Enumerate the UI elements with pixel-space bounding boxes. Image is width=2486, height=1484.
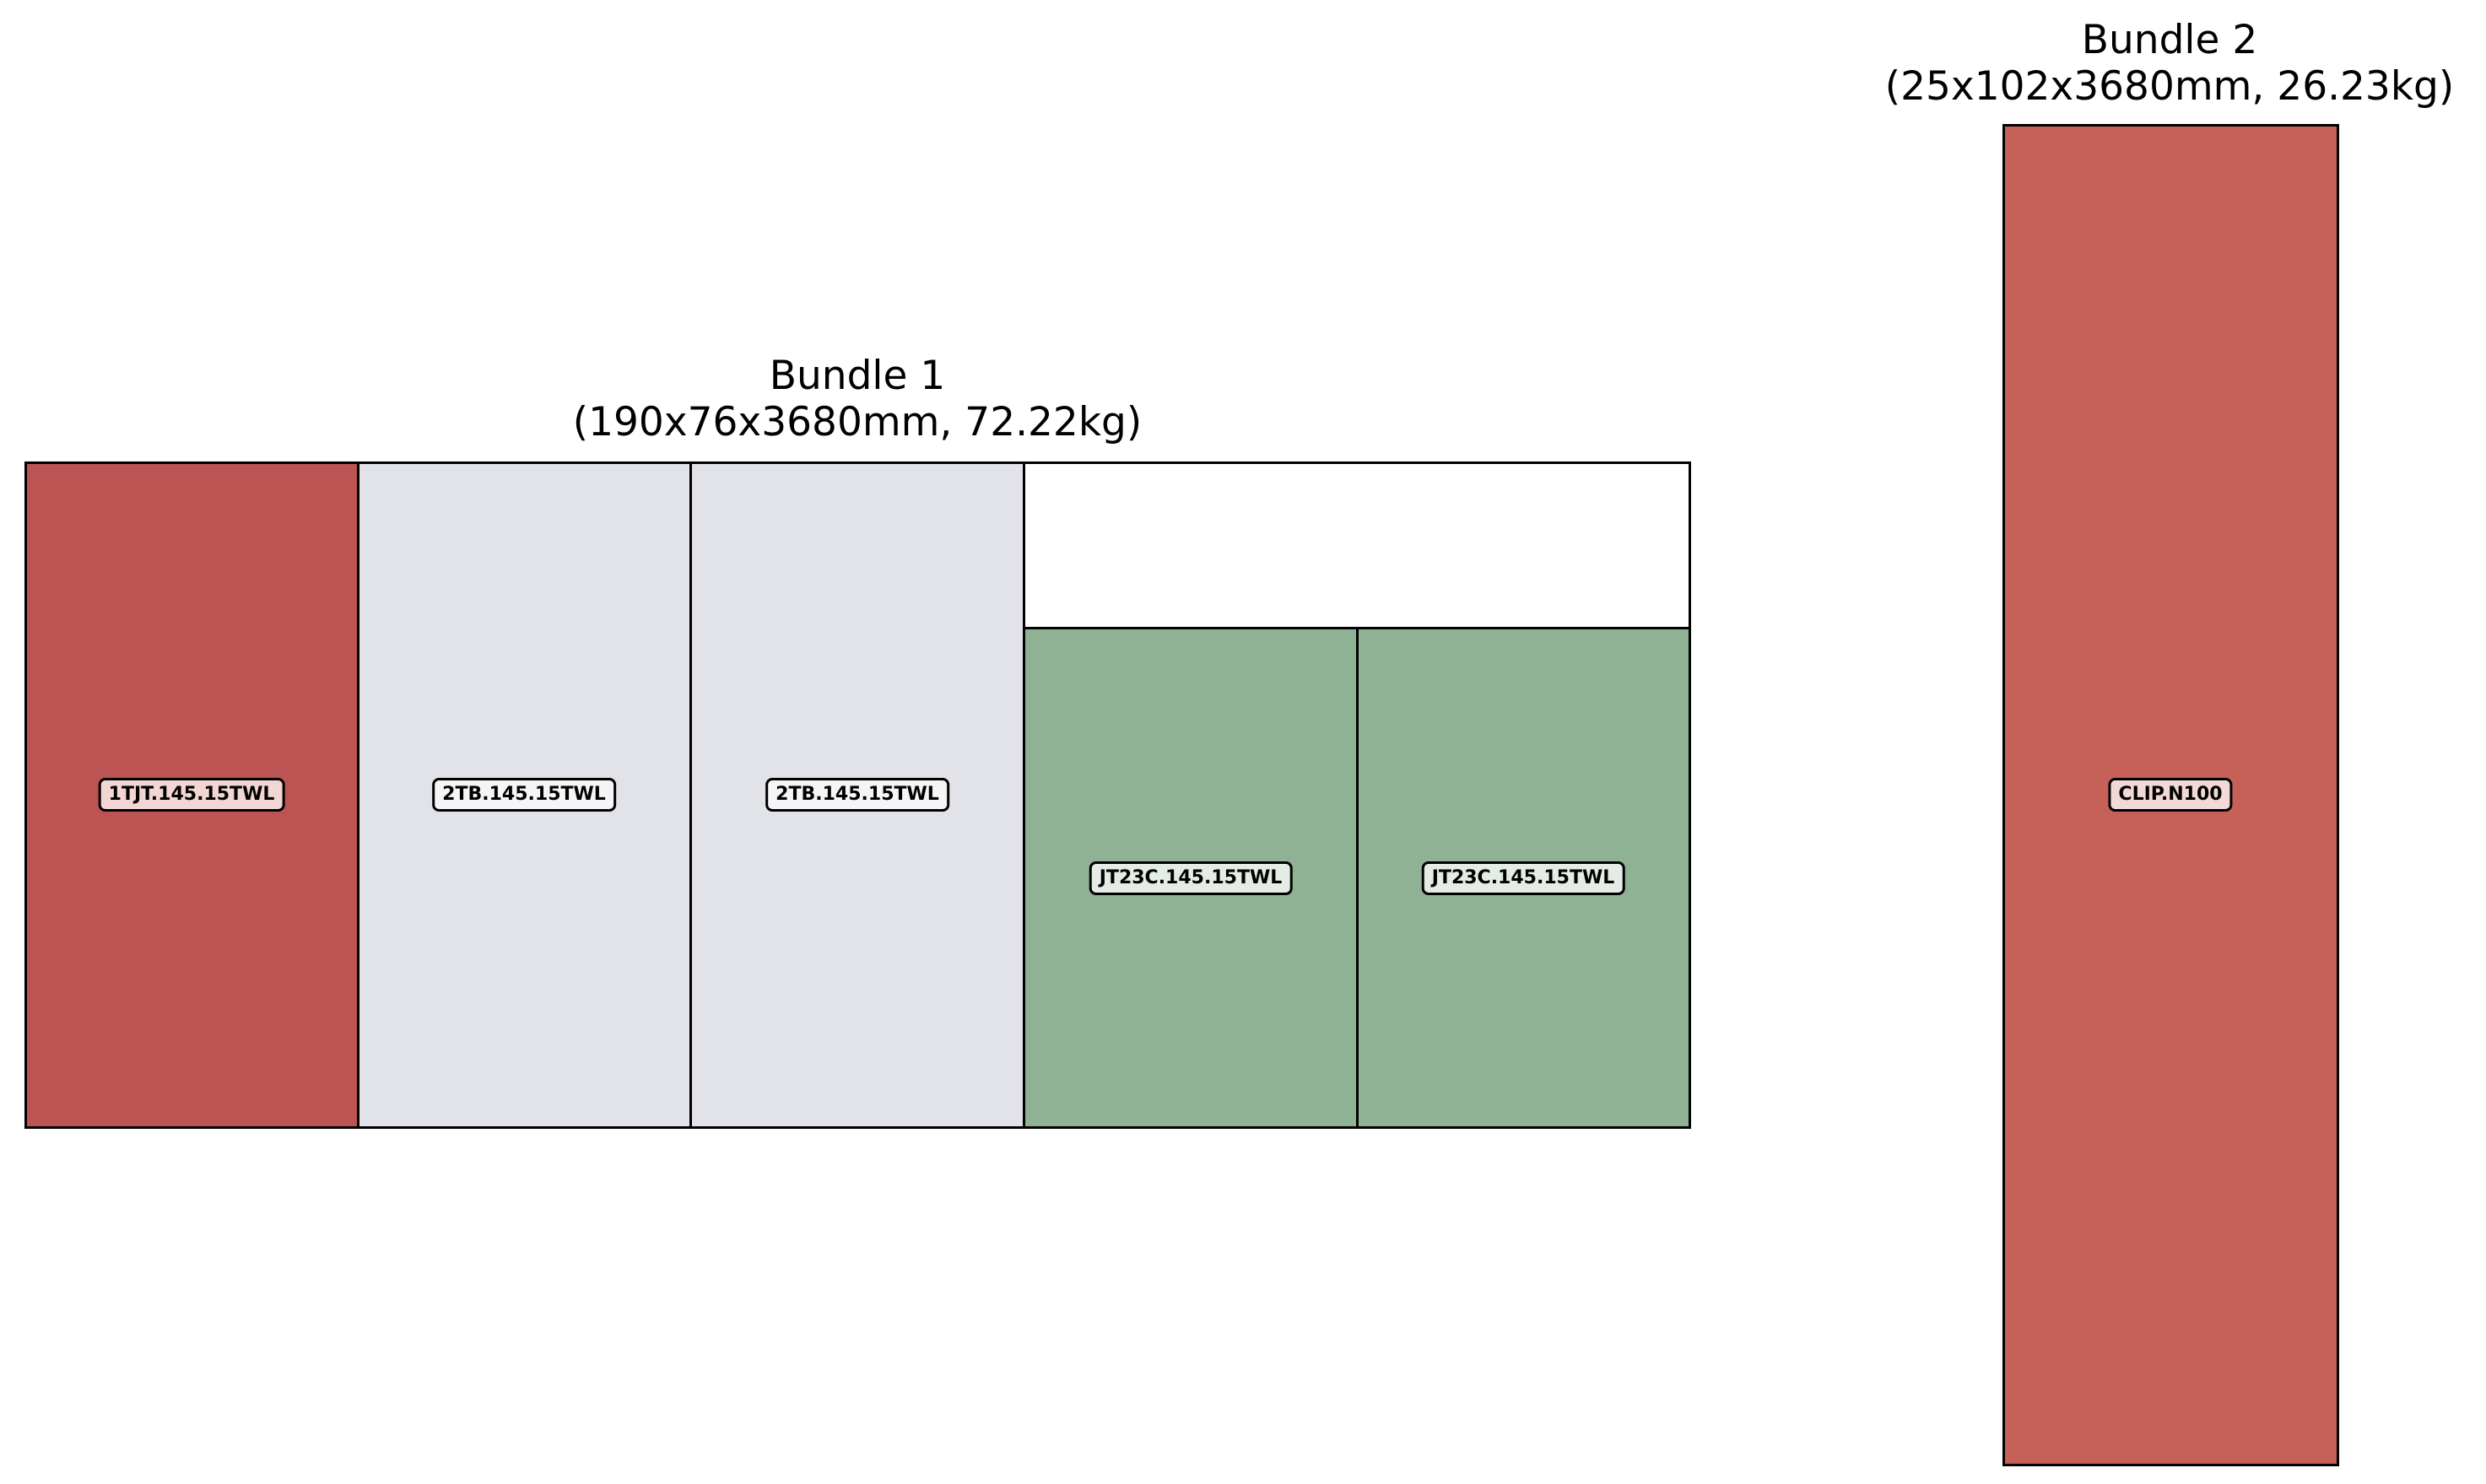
bundle-1-piece-4-label: JT23C.145.15TWL (1089, 861, 1293, 895)
bundle-1-piece-5-label: JT23C.145.15TWL (1421, 861, 1625, 895)
bundle-1-spec: (190x76x3680mm, 72.22kg) (572, 399, 1143, 445)
bundle-2-title: Bundle 2 (25x102x3680mm, 26.23kg) (1748, 17, 2486, 110)
bundle-1-piece-3-label: 2TB.145.15TWL (765, 778, 949, 812)
bundle-2-name: Bundle 2 (2081, 17, 2258, 63)
bundle-1-name: Bundle 1 (769, 353, 946, 399)
bundle-1-piece-1-label: 1TJT.145.15TWL (98, 778, 285, 812)
bundle-2-spec: (25x102x3680mm, 26.23kg) (1884, 63, 2455, 110)
bundle-1-piece-2-label: 2TB.145.15TWL (432, 778, 616, 812)
bundle-1-title: Bundle 1 (190x76x3680mm, 72.22kg) (435, 353, 1279, 445)
bundle-2-piece-1-label: CLIP.N100 (2108, 778, 2233, 812)
